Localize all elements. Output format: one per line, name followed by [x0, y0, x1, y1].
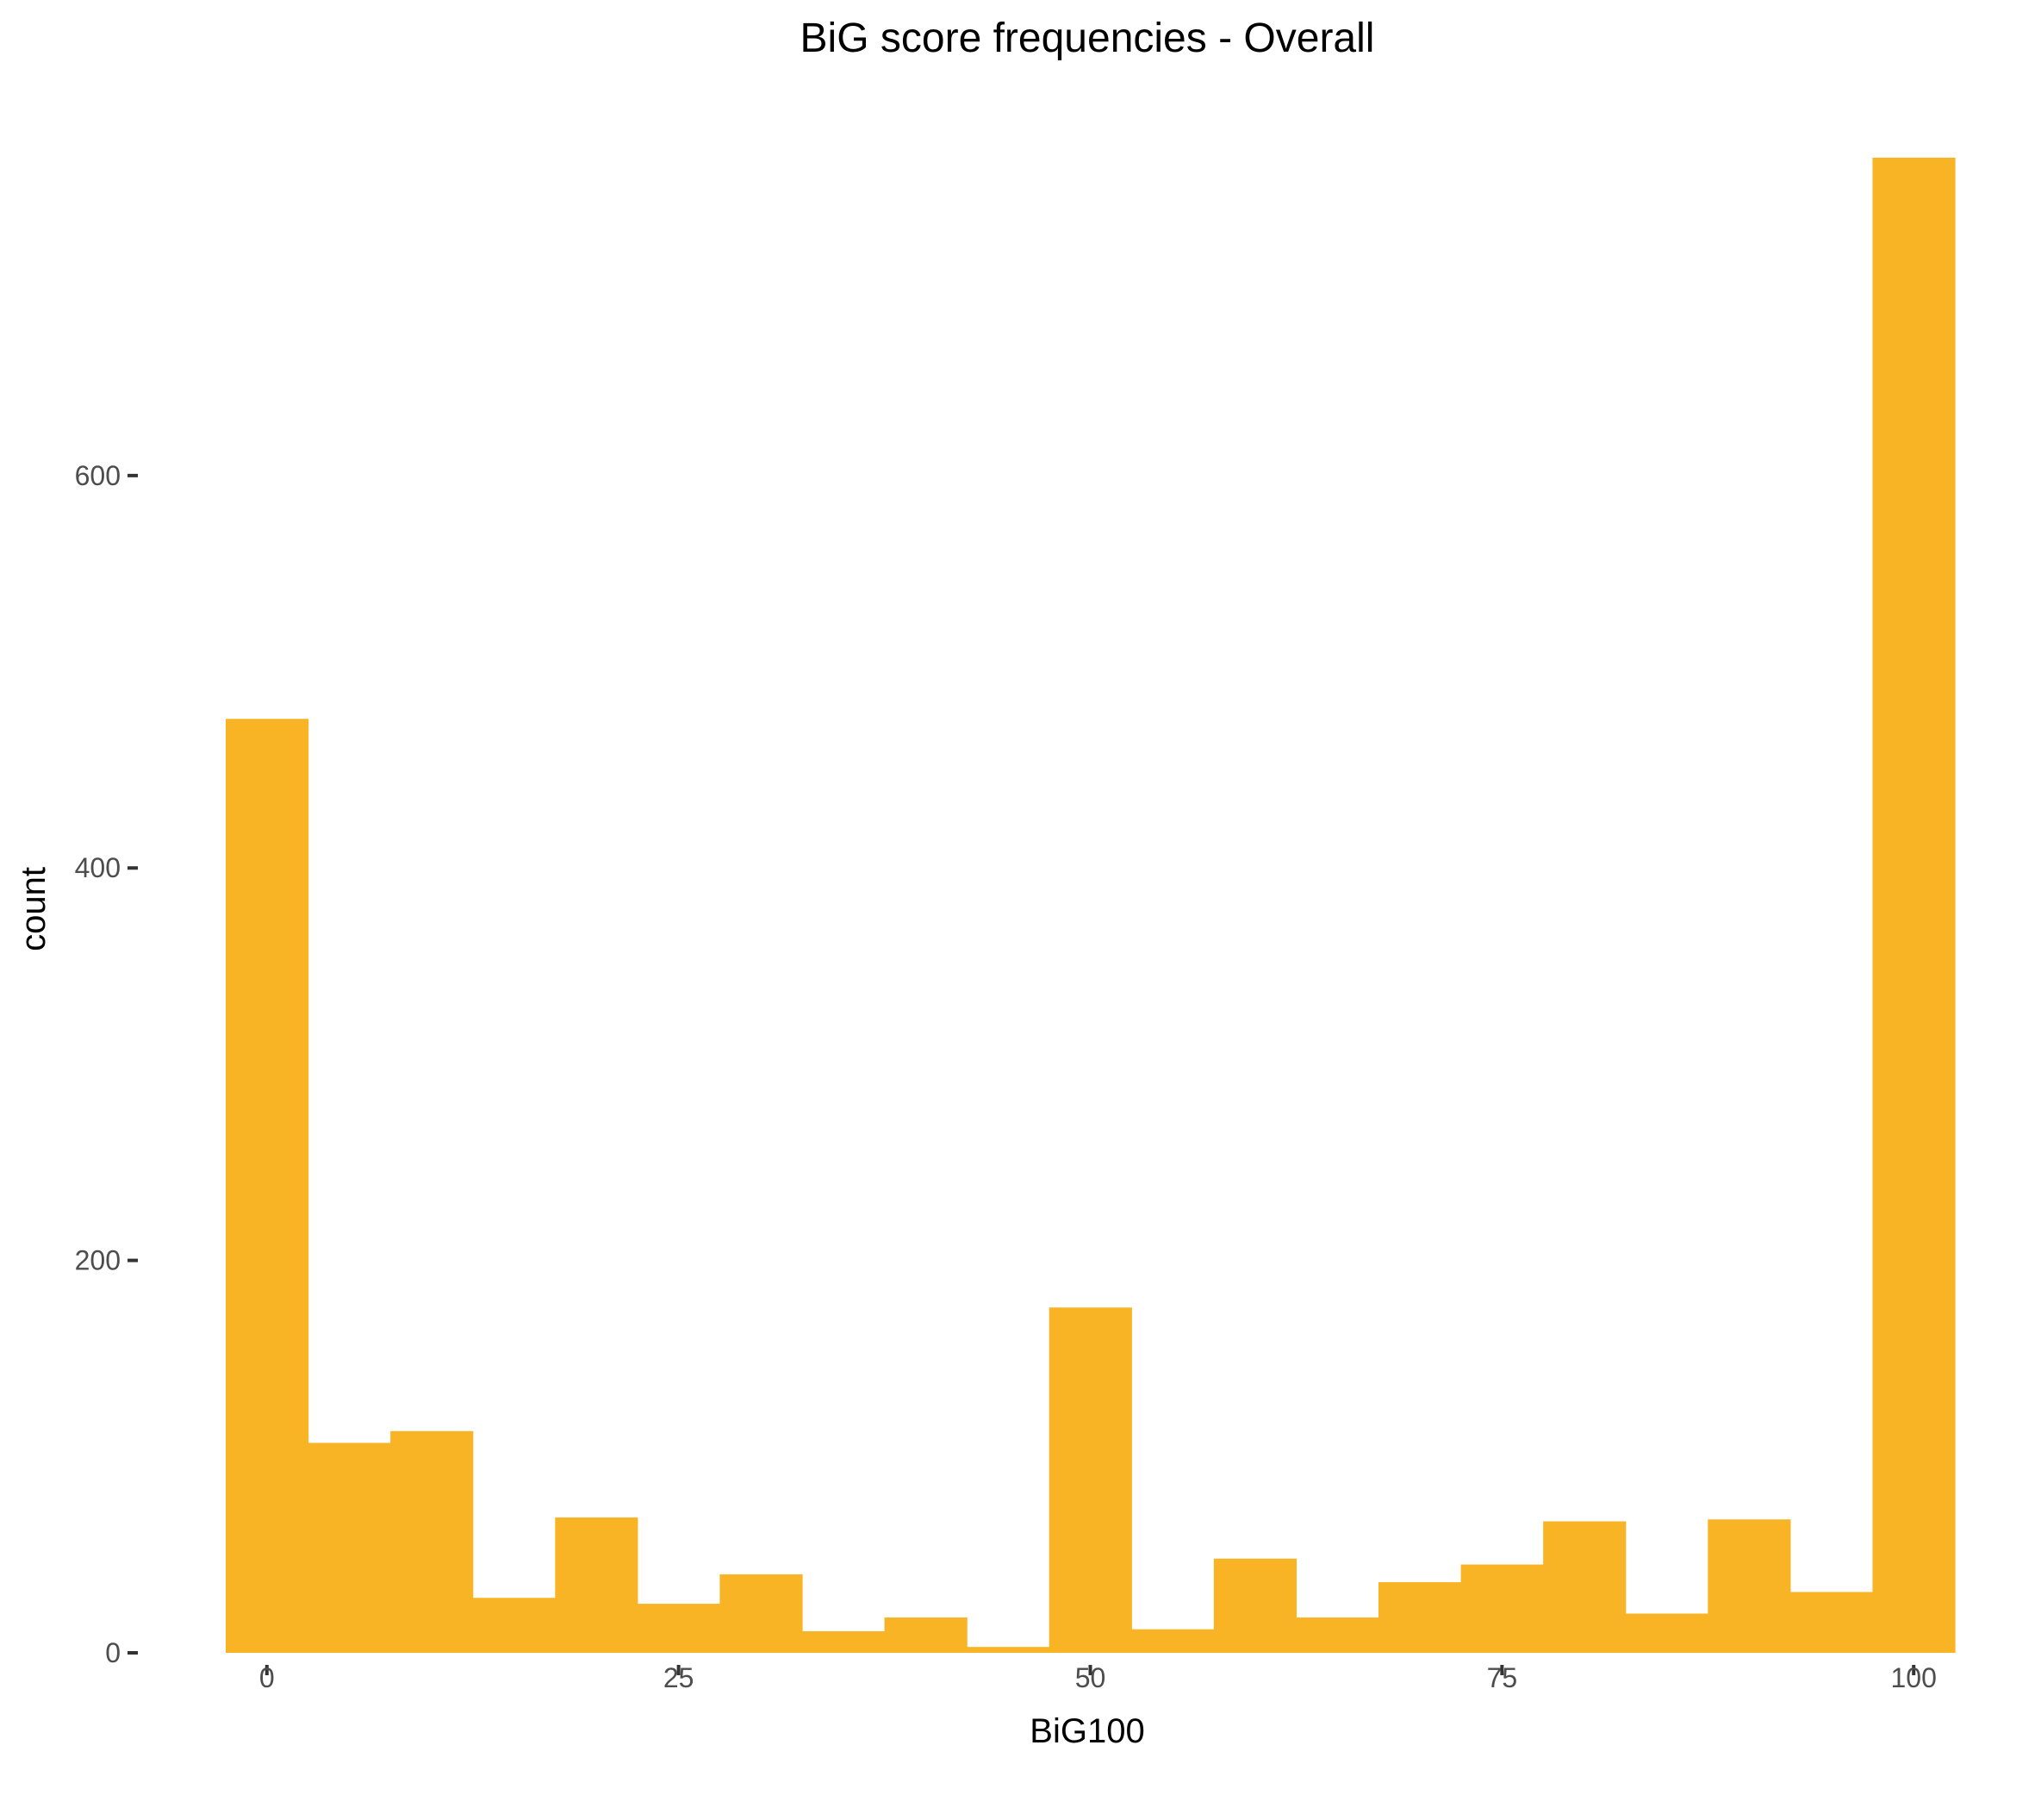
bars-group — [226, 158, 1956, 1654]
histogram-bar-75 — [1460, 1564, 1544, 1653]
x-tick-label-0: 0 — [259, 1662, 275, 1693]
histogram-bar-45 — [967, 1647, 1050, 1653]
histogram-bar-5 — [308, 1443, 391, 1653]
histogram-bar-85 — [1625, 1613, 1708, 1653]
histogram-bar-35 — [802, 1630, 886, 1653]
histogram-bar-10 — [390, 1430, 474, 1653]
histogram-bar-40 — [884, 1617, 968, 1653]
x-tick-label-100: 100 — [1891, 1662, 1937, 1693]
histogram-bar-30 — [719, 1574, 803, 1653]
y-tick-label-0: 0 — [105, 1637, 121, 1668]
y-axis-label: count — [15, 867, 53, 951]
histogram-bar-80 — [1543, 1521, 1627, 1653]
histogram-bar-60 — [1213, 1558, 1298, 1653]
x-tick-label-25: 25 — [663, 1662, 694, 1693]
histogram-bar-55 — [1131, 1629, 1215, 1653]
histogram-bar-65 — [1296, 1617, 1379, 1653]
histogram-bar-90 — [1708, 1519, 1791, 1653]
chart-title: BiG score frequencies - Overall — [800, 16, 1375, 61]
y-tick-label-200: 200 — [75, 1245, 121, 1276]
histogram-bar-15 — [472, 1598, 556, 1653]
histogram-bar-0 — [226, 719, 309, 1654]
histogram-bar-20 — [555, 1517, 638, 1653]
histogram-bar-50 — [1049, 1307, 1132, 1653]
y-tick-label-600: 600 — [75, 460, 121, 491]
x-tick-label-75: 75 — [1487, 1662, 1518, 1693]
histogram-bar-100 — [1872, 158, 1956, 1653]
histogram-bar-70 — [1378, 1582, 1462, 1653]
histogram-bar-95 — [1789, 1592, 1874, 1653]
x-axis: 0 25 50 75 100 — [259, 1662, 1937, 1693]
x-tick-label-50: 50 — [1075, 1662, 1106, 1693]
y-axis: 0 200 400 600 — [75, 460, 138, 1668]
histogram-bar-25 — [637, 1604, 721, 1653]
y-tick-label-400: 400 — [75, 852, 121, 883]
x-axis-label: BiG100 — [1030, 1712, 1144, 1750]
